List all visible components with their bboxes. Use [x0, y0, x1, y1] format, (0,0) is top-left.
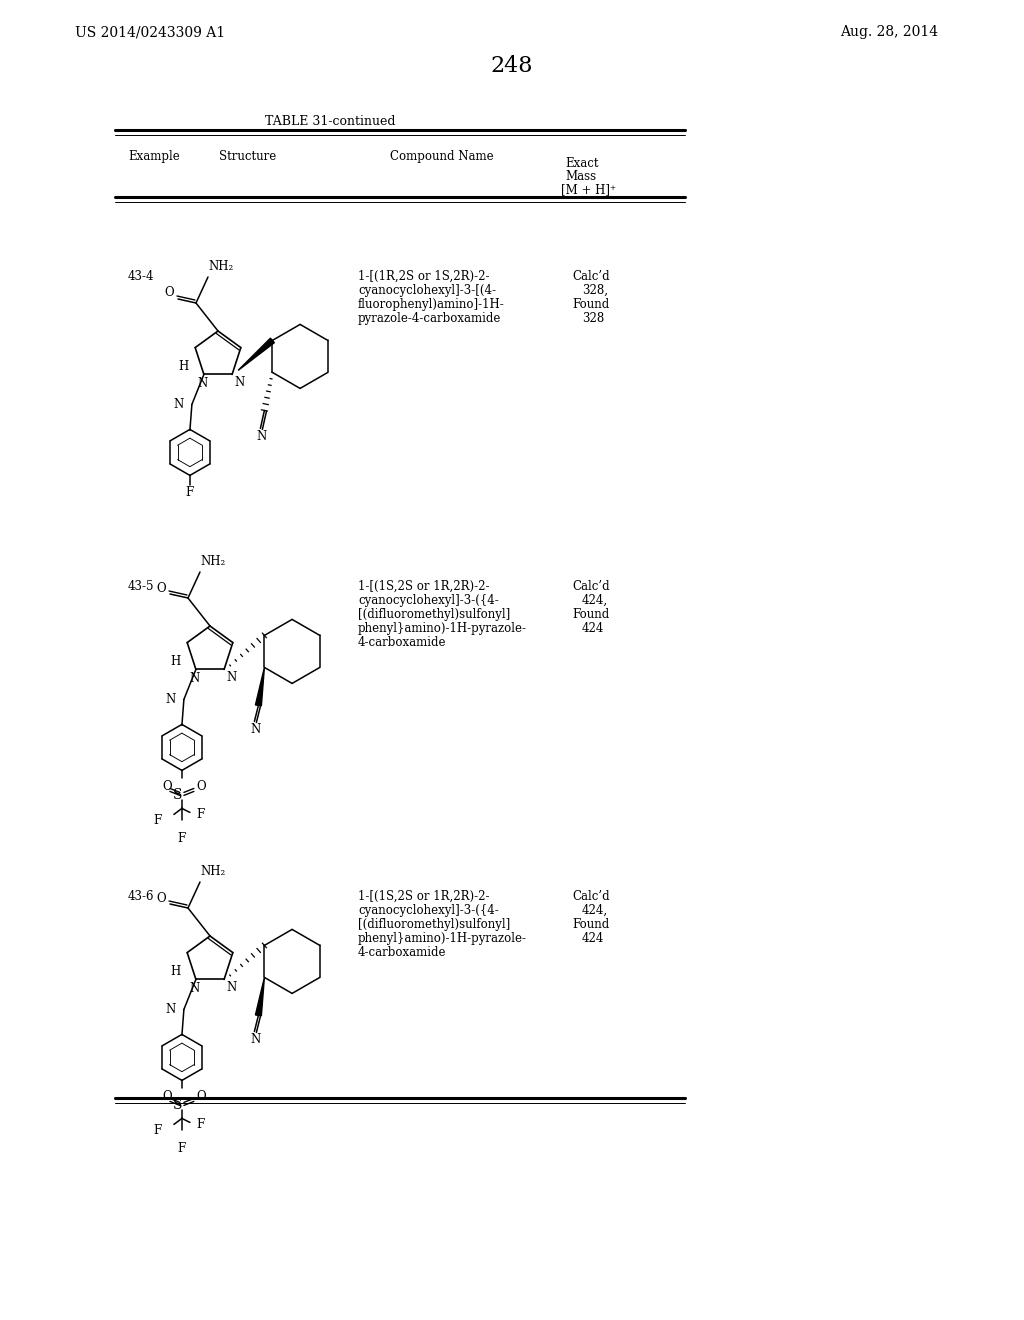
Text: 43-6: 43-6 [128, 890, 155, 903]
Text: F: F [154, 814, 162, 826]
Text: Compound Name: Compound Name [390, 150, 494, 162]
Text: H: H [170, 655, 180, 668]
Text: NH₂: NH₂ [200, 865, 225, 878]
Text: Found: Found [572, 917, 609, 931]
Text: F: F [196, 808, 204, 821]
Text: N: N [226, 981, 237, 994]
Text: 1-[(1R,2S or 1S,2R)-2-: 1-[(1R,2S or 1S,2R)-2- [358, 271, 489, 282]
Text: F: F [196, 1118, 204, 1131]
Text: F: F [154, 1123, 162, 1137]
Text: O: O [196, 780, 206, 793]
Text: phenyl}amino)-1H-pyrazole-: phenyl}amino)-1H-pyrazole- [358, 932, 527, 945]
Polygon shape [255, 977, 264, 1016]
Text: 43-4: 43-4 [128, 271, 155, 282]
Text: N: N [256, 430, 266, 444]
Text: N: N [189, 982, 200, 995]
Text: fluorophenyl)amino]-1H-: fluorophenyl)amino]-1H- [358, 298, 505, 312]
Text: H: H [178, 360, 188, 374]
Text: TABLE 31-continued: TABLE 31-continued [265, 115, 395, 128]
Text: O: O [164, 286, 174, 300]
Text: 424: 424 [582, 932, 604, 945]
Text: N: N [251, 1034, 261, 1047]
Text: cyanocyclohexyl]-3-({4-: cyanocyclohexyl]-3-({4- [358, 904, 499, 917]
Text: [M + H]⁺: [M + H]⁺ [561, 183, 616, 195]
Text: Structure: Structure [219, 150, 276, 162]
Text: 424,: 424, [582, 594, 608, 607]
Text: 424: 424 [582, 622, 604, 635]
Text: F: F [178, 833, 186, 845]
Text: N: N [234, 376, 245, 389]
Text: cyanocyclohexyl]-3-({4-: cyanocyclohexyl]-3-({4- [358, 594, 499, 607]
Text: Calc’d: Calc’d [572, 271, 609, 282]
Text: O: O [156, 891, 166, 904]
Text: NH₂: NH₂ [208, 260, 233, 273]
Text: 248: 248 [490, 55, 534, 77]
Text: 1-[(1S,2S or 1R,2R)-2-: 1-[(1S,2S or 1R,2R)-2- [358, 579, 489, 593]
Text: [(difluoromethyl)sulfonyl]: [(difluoromethyl)sulfonyl] [358, 609, 510, 620]
Text: Found: Found [572, 609, 609, 620]
Text: US 2014/0243309 A1: US 2014/0243309 A1 [75, 25, 225, 40]
Text: 4-carboxamide: 4-carboxamide [358, 946, 446, 960]
Text: Mass: Mass [565, 170, 596, 183]
Text: O: O [156, 582, 166, 594]
Text: Calc’d: Calc’d [572, 579, 609, 593]
Polygon shape [239, 338, 274, 371]
Text: 4-carboxamide: 4-carboxamide [358, 636, 446, 649]
Text: N: N [166, 1003, 176, 1016]
Text: NH₂: NH₂ [200, 554, 225, 568]
Text: O: O [162, 780, 171, 793]
Text: N: N [166, 693, 176, 706]
Text: S: S [173, 788, 182, 803]
Text: N: N [174, 397, 184, 411]
Text: F: F [185, 486, 194, 499]
Text: Aug. 28, 2014: Aug. 28, 2014 [840, 25, 938, 40]
Text: 328,: 328, [582, 284, 608, 297]
Polygon shape [255, 668, 264, 706]
Text: Calc’d: Calc’d [572, 890, 609, 903]
Text: phenyl}amino)-1H-pyrazole-: phenyl}amino)-1H-pyrazole- [358, 622, 527, 635]
Text: N: N [189, 672, 200, 685]
Text: 424,: 424, [582, 904, 608, 917]
Text: N: N [198, 378, 208, 391]
Text: N: N [226, 672, 237, 684]
Text: H: H [170, 965, 180, 978]
Text: Exact: Exact [565, 157, 598, 170]
Text: Example: Example [128, 150, 180, 162]
Text: O: O [196, 1090, 206, 1104]
Text: 328: 328 [582, 312, 604, 325]
Text: F: F [178, 1142, 186, 1155]
Text: pyrazole-4-carboxamide: pyrazole-4-carboxamide [358, 312, 502, 325]
Text: 43-5: 43-5 [128, 579, 155, 593]
Text: O: O [162, 1090, 171, 1104]
Text: [(difluoromethyl)sulfonyl]: [(difluoromethyl)sulfonyl] [358, 917, 510, 931]
Text: N: N [251, 723, 261, 737]
Text: cyanocyclohexyl]-3-[(4-: cyanocyclohexyl]-3-[(4- [358, 284, 496, 297]
Text: S: S [173, 1098, 182, 1113]
Text: 1-[(1S,2S or 1R,2R)-2-: 1-[(1S,2S or 1R,2R)-2- [358, 890, 489, 903]
Text: Found: Found [572, 298, 609, 312]
